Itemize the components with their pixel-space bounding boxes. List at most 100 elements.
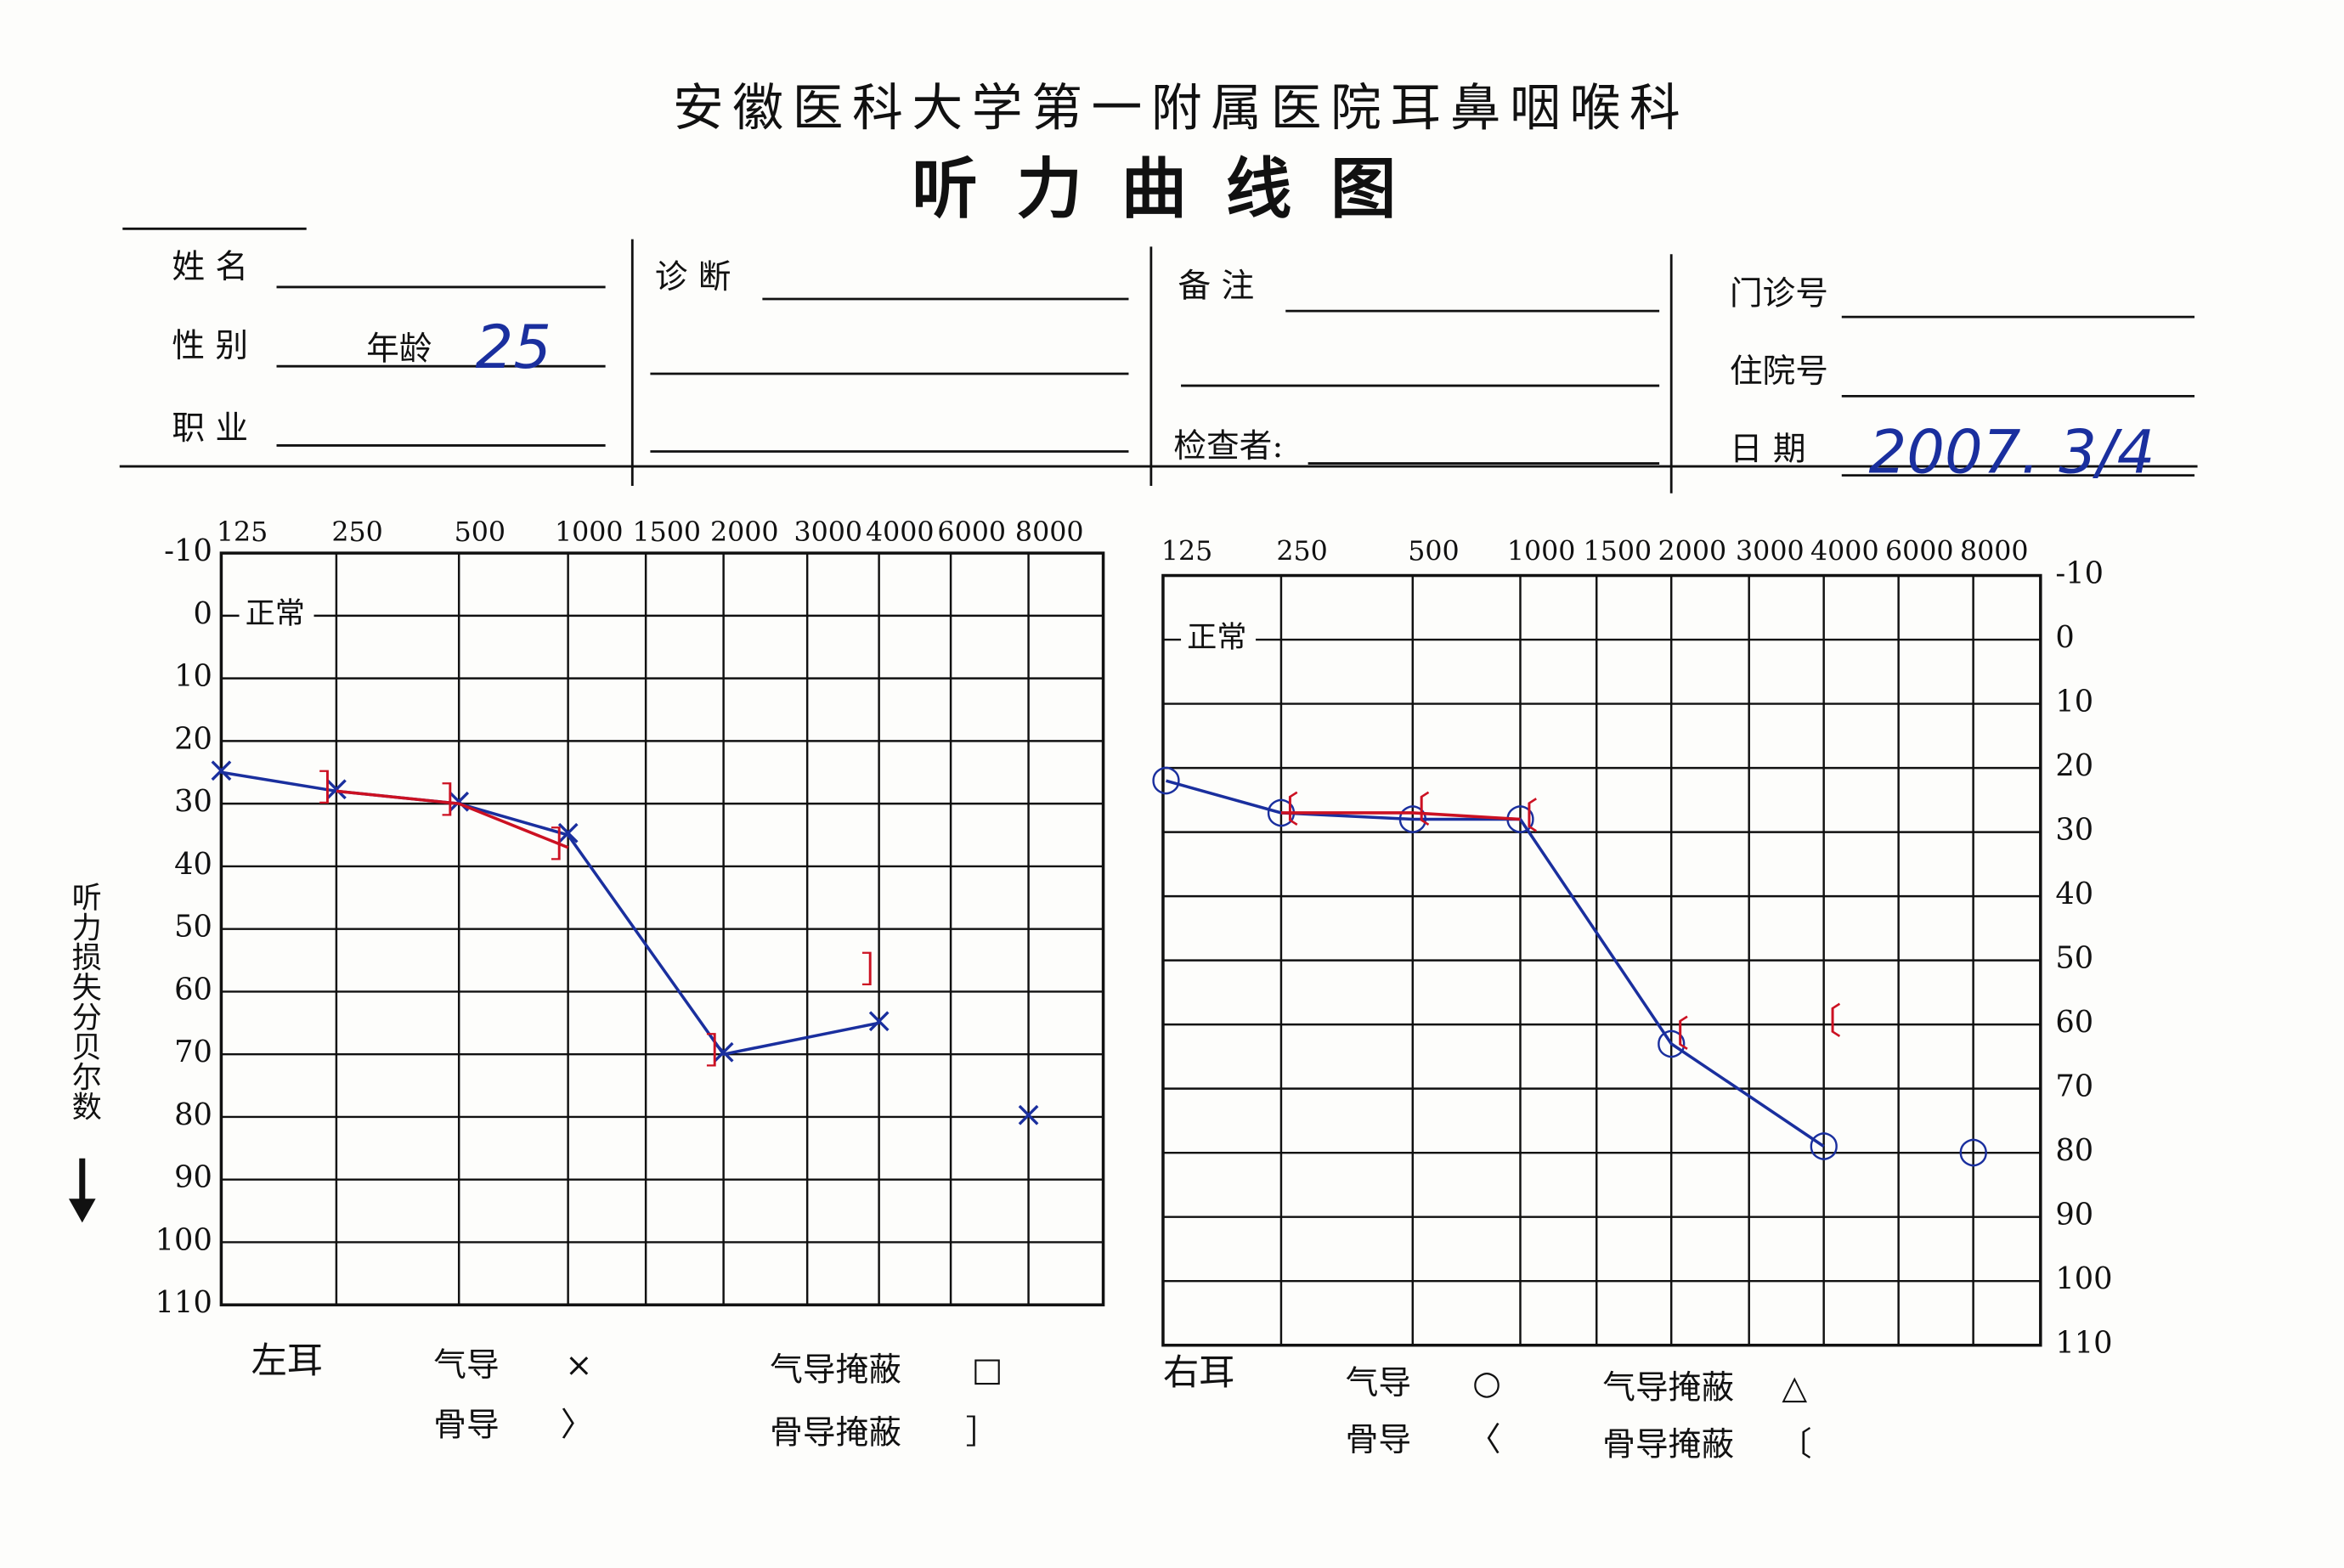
data-point: ○ [1266, 789, 1297, 831]
data-point: × [443, 780, 473, 821]
y-axis-label: 听力损失分贝尔数 [67, 882, 102, 1121]
data-point: 〔 [1263, 789, 1299, 831]
legend-label: 骨导 [1346, 1421, 1411, 1459]
data-point: ］ [441, 780, 477, 821]
data-point: 〔 [1502, 795, 1538, 837]
y-tick-label: -10 [164, 533, 212, 568]
data-point: ○ [1397, 795, 1428, 837]
y-tick-label: 30 [174, 784, 212, 819]
y-tick-label: 0 [2055, 620, 2074, 655]
sex-label: 性 别 [172, 327, 248, 365]
normal-label: 正常 [1187, 620, 1246, 655]
legend-symbol: 〉 [561, 1406, 594, 1444]
data-point: × [864, 999, 894, 1041]
data-point: ○ [1150, 757, 1182, 798]
data-point: ］ [706, 1030, 742, 1072]
legend-symbol: △ [1782, 1369, 1807, 1407]
normal-label: 正常 [246, 596, 305, 631]
x-tick-label: 2000 [1658, 537, 1727, 567]
y-tick-label: 20 [2055, 748, 2093, 783]
legend-label: 气导 [1346, 1364, 1411, 1402]
legend-label: 气导 [433, 1346, 499, 1385]
y-tick-label: 30 [2055, 813, 2093, 848]
y-tick-label: 70 [174, 1035, 212, 1069]
legend-label: 气导掩蔽 [770, 1351, 901, 1389]
y-tick-label: 70 [2055, 1069, 2093, 1104]
x-tick-label: 8000 [1960, 537, 2029, 567]
form-lines [119, 227, 2198, 494]
data-point: ○ [1808, 1123, 1839, 1165]
clinic-no-label: 门诊号 [1730, 275, 1828, 313]
x-tick-label: 4000 [1810, 537, 1879, 567]
x-tick-label: 250 [1276, 537, 1327, 567]
x-tick-label: 3000 [794, 517, 863, 548]
data-point: ］ [319, 767, 354, 809]
y-tick-label: 100 [2055, 1261, 2112, 1296]
y-tick-label: 80 [2055, 1133, 2093, 1168]
data-point: ］ [861, 949, 897, 990]
y-tick-label: 10 [2055, 685, 2093, 719]
normal-label-bg [1181, 621, 1257, 658]
y-tick-label: 100 [155, 1222, 212, 1257]
y-tick-label: 40 [2055, 877, 2093, 911]
y-tick-label: 110 [155, 1285, 212, 1320]
y-tick-label: 10 [174, 659, 212, 694]
x-tick-label: 250 [331, 517, 382, 548]
x-tick-label: 6000 [937, 517, 1006, 548]
x-tick-label: 6000 [1885, 537, 1954, 567]
x-tick-label: 3000 [1736, 537, 1805, 567]
x-tick-label: 500 [1408, 537, 1459, 567]
age-label: 年龄 [366, 330, 432, 369]
x-tick-label: 1500 [632, 517, 701, 548]
legend-symbol: × [565, 1346, 592, 1385]
legend-symbol: □ [972, 1351, 1003, 1389]
diagnosis-label: 诊 断 [655, 258, 731, 296]
legend-symbol: 〔 [1779, 1425, 1812, 1464]
y-tick-label: 60 [2055, 1005, 2093, 1040]
y-tick-label: 50 [2055, 941, 2093, 976]
data-point: × [1014, 1093, 1043, 1135]
y-tick-label: 90 [174, 1160, 212, 1195]
legend-label: 骨导掩蔽 [770, 1413, 901, 1452]
date-label: 日 期 [1730, 430, 1806, 468]
occupation-label: 职 业 [172, 409, 248, 448]
x-tick-label: 125 [217, 517, 268, 548]
x-tick-label: 1000 [555, 517, 624, 548]
name-label: 姓 名 [172, 248, 248, 286]
examiner-label: 检查者: [1173, 427, 1283, 465]
y-tick-label: 40 [174, 847, 212, 882]
down-arrow [68, 1158, 96, 1223]
normal-label-bg [239, 597, 314, 635]
hospital-name: 安徽医科大学第一附属医院耳鼻咽喉科 [673, 79, 1689, 138]
legend-label: 气导掩蔽 [1602, 1369, 1734, 1407]
ear-label: 右耳 [1163, 1351, 1234, 1393]
legend-symbol: ］ [966, 1413, 999, 1452]
y-tick-label: 20 [174, 721, 212, 756]
legend-label: 骨导掩蔽 [1602, 1425, 1734, 1464]
date-value: 2007. 3/4 [1868, 417, 2155, 487]
legend-label: 骨导 [433, 1406, 499, 1444]
x-tick-label: 1500 [1584, 537, 1652, 567]
legend-symbol: ○ [1472, 1364, 1501, 1402]
data-point: ○ [1957, 1129, 1989, 1170]
data-point: 〔 [1653, 1013, 1689, 1055]
ear-label: 左耳 [251, 1340, 323, 1381]
x-tick-label: 125 [1161, 537, 1212, 567]
y-tick-label: 60 [174, 972, 212, 1007]
x-tick-label: 4000 [866, 517, 935, 548]
x-tick-label: 2000 [710, 517, 779, 548]
y-tick-label: 0 [193, 596, 212, 631]
data-point: ］ [551, 824, 586, 866]
legend-symbol: 〈 [1468, 1421, 1501, 1459]
y-tick-label: 90 [2055, 1198, 2093, 1232]
y-tick-label: 50 [174, 910, 212, 945]
y-tick-label: 80 [174, 1097, 212, 1132]
data-point: ○ [1505, 795, 1536, 837]
data-point: × [553, 811, 583, 853]
form-title: 听力曲线图 [912, 150, 1435, 228]
y-tick-label: 110 [2055, 1326, 2112, 1361]
data-point: × [321, 767, 351, 809]
data-point: 〔 [1395, 789, 1431, 831]
x-tick-label: 8000 [1015, 517, 1084, 548]
